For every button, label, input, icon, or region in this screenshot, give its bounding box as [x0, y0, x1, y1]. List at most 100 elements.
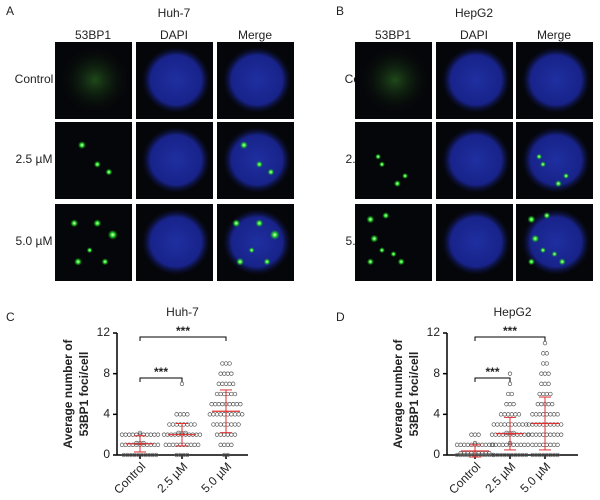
dot — [541, 442, 546, 447]
significance-bracket — [139, 336, 227, 341]
micrograph — [55, 204, 132, 281]
focus — [93, 219, 102, 228]
x-tick-label: 5.0 µM — [517, 459, 553, 495]
dot — [542, 371, 548, 376]
x-tick-label: 2.5 µM — [154, 459, 190, 495]
dot — [541, 391, 546, 397]
dot — [152, 432, 157, 437]
dot — [220, 381, 225, 386]
focus — [248, 247, 255, 254]
focus — [543, 212, 551, 220]
dot — [541, 432, 546, 437]
x-tick-label: Control — [446, 459, 483, 496]
focus — [77, 141, 86, 150]
dot — [119, 432, 125, 437]
dot — [225, 412, 230, 417]
dot — [222, 412, 227, 417]
dot — [462, 442, 467, 447]
dot — [211, 412, 216, 417]
dot — [498, 422, 504, 427]
dot — [232, 422, 238, 427]
panel-letter: A — [6, 4, 14, 18]
dot — [491, 422, 496, 427]
dot — [509, 412, 514, 417]
nucleus — [142, 47, 210, 113]
dot — [192, 422, 197, 427]
dot — [509, 422, 514, 427]
dot — [507, 402, 513, 407]
dot — [506, 412, 511, 417]
dot — [476, 432, 481, 437]
dot — [489, 432, 495, 437]
micrograph — [55, 42, 132, 119]
dot — [542, 341, 548, 346]
dot — [539, 381, 544, 386]
dot — [533, 442, 539, 447]
chart-title: HepG2 — [493, 305, 531, 319]
dot — [526, 422, 531, 427]
dot — [483, 442, 488, 447]
dot — [225, 452, 230, 458]
dot — [170, 442, 176, 447]
nucleus — [142, 127, 210, 193]
dot — [232, 391, 238, 397]
significance-label: *** — [503, 324, 517, 338]
panel-letter: D — [336, 310, 345, 324]
cell-glow — [61, 47, 129, 113]
y-tick-label: 0 — [103, 447, 110, 461]
dot — [216, 402, 221, 407]
focus — [551, 251, 558, 258]
panel-title: Huh-7 — [158, 6, 191, 20]
dot — [167, 442, 172, 447]
focus — [366, 215, 375, 224]
dot — [493, 442, 498, 447]
focus — [255, 160, 263, 168]
y-tick-label: 12 — [427, 325, 441, 339]
micrograph — [217, 42, 294, 119]
dot — [537, 442, 542, 447]
dot — [504, 442, 509, 447]
dot — [551, 442, 557, 447]
dot — [497, 442, 502, 447]
focus — [86, 247, 93, 254]
significance-label: *** — [154, 365, 168, 379]
dot — [533, 412, 539, 417]
focus — [531, 234, 540, 243]
focus — [382, 212, 390, 220]
nucleus — [522, 209, 590, 275]
y-tick-label: 4 — [103, 407, 110, 421]
x-tick-label: 5.0 µM — [198, 459, 234, 495]
nucleus — [442, 127, 510, 193]
dot — [209, 402, 214, 407]
dot — [232, 412, 238, 417]
dot — [222, 391, 227, 397]
significance-bracket — [474, 336, 546, 341]
y-axis-label-line: 53BP1 foci/cell — [407, 352, 421, 437]
y-tick-label: 8 — [433, 366, 440, 380]
dot — [511, 442, 516, 447]
significance-label: *** — [176, 324, 190, 338]
micrograph — [136, 42, 213, 119]
dot — [555, 432, 560, 437]
dot — [214, 412, 220, 417]
dot — [229, 412, 234, 417]
dot — [548, 391, 553, 397]
dot — [500, 442, 505, 447]
dot — [222, 371, 227, 376]
dot — [229, 442, 234, 447]
dot — [535, 402, 540, 407]
dot — [119, 442, 125, 447]
dot — [551, 432, 557, 437]
dot — [502, 412, 507, 417]
column-label: 53BP1 — [75, 28, 111, 42]
dot — [214, 432, 220, 437]
dot — [225, 432, 230, 437]
focus — [70, 219, 79, 228]
row-label: Control — [15, 72, 54, 86]
dot — [515, 442, 520, 447]
panel-letter: B — [336, 4, 344, 18]
dot — [192, 442, 197, 447]
dot — [218, 371, 223, 376]
focus — [236, 257, 245, 266]
